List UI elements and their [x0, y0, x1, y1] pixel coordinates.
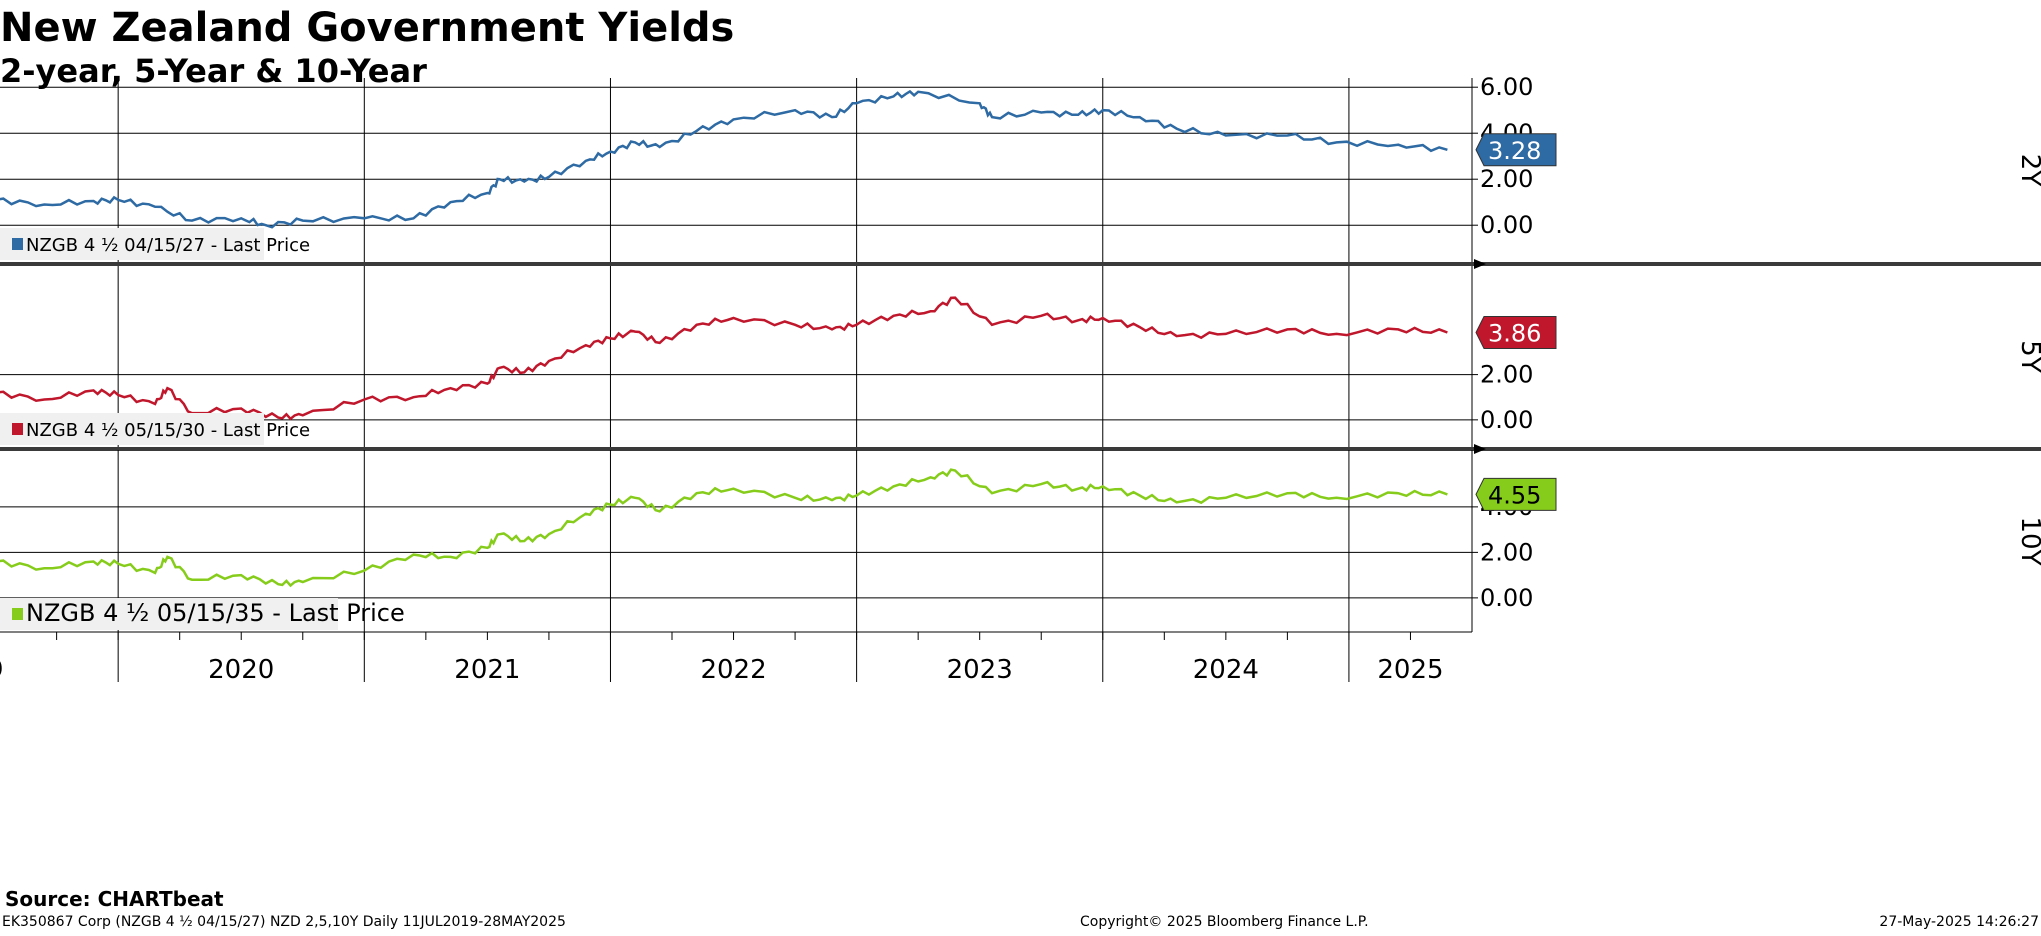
panel-label: 2Y [2015, 154, 2041, 187]
legend-box [0, 598, 338, 630]
last-value-tag [1475, 477, 1557, 511]
legend-swatch [12, 423, 23, 435]
chart-title: New Zealand Government Yields [0, 5, 735, 51]
last-value-label: 3.28 [1488, 137, 1541, 165]
panel-label: 5Y [2015, 340, 2041, 373]
series-line [0, 89, 1448, 229]
series-line [0, 468, 1448, 588]
y-tick-label: 2.00 [1480, 361, 1533, 389]
legend-box [0, 413, 264, 445]
legend-swatch [12, 238, 23, 250]
y-tick-label: 2.00 [1480, 538, 1533, 566]
series-line [0, 296, 1448, 421]
legend-label: NZGB 4 ½ 05/15/35 - Last Price [26, 599, 405, 627]
chart-subtitle: 2-year, 5-Year & 10-Year [0, 52, 427, 90]
y-tick-label: 0.00 [1480, 406, 1533, 434]
legend-label: NZGB 4 ½ 04/15/27 - Last Price [26, 235, 310, 256]
last-value-label: 3.86 [1488, 320, 1541, 348]
legend-label: NZGB 4 ½ 05/15/30 - Last Price [26, 420, 310, 441]
x-tick-label: 2024 [1193, 655, 1259, 685]
y-tick-label: 6.00 [1480, 73, 1533, 101]
panel-separator [0, 447, 2041, 451]
footer-security-info: EK350867 Corp (NZGB 4 ½ 04/15/27) NZD 2,… [2, 914, 566, 930]
x-tick-label: 2025 [1377, 655, 1443, 685]
x-tick-label: 2023 [947, 655, 1013, 685]
x-tick-label: 2021 [454, 655, 520, 685]
last-value-tag [1475, 133, 1557, 167]
x-tick-label: 2022 [700, 655, 766, 685]
x-tick-label: 2020 [208, 655, 274, 685]
separator-arrow [1474, 259, 1486, 269]
panel-5y: 2.00 0.00 NZGB 4 ½ 05/15/30 - Last Price 3.… [0, 266, 2041, 454]
last-value-label: 4.55 [1488, 481, 1541, 509]
source-note: Source: CHARTbeat [5, 887, 224, 911]
legend-swatch [12, 608, 23, 620]
footer-timestamp: 27-May-2025 14:26:27 [1879, 914, 2039, 930]
y-tick-label: 2.00 [1480, 165, 1533, 193]
y-tick-label: 0.00 [1480, 211, 1533, 239]
last-value-tag [1475, 316, 1557, 350]
panel-separator [0, 262, 2041, 266]
y-tick-label: 0.00 [1480, 584, 1533, 612]
x-tick-label: 2019 [0, 655, 4, 685]
panel-label: 10Y [2015, 517, 2041, 566]
footer-copyright: Copyright© 2025 Bloomberg Finance L.P. [1080, 914, 1369, 930]
separator-arrow [1474, 444, 1486, 454]
legend-box [0, 228, 264, 260]
